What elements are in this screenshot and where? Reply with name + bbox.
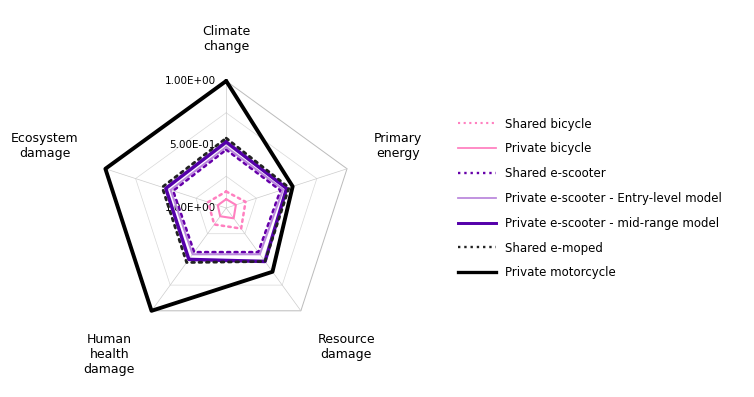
Text: Ecosystem
damage: Ecosystem damage bbox=[11, 132, 79, 160]
Text: Primary
energy: Primary energy bbox=[373, 132, 421, 160]
Text: Climate
change: Climate change bbox=[202, 25, 250, 53]
Text: 1.00E+00: 1.00E+00 bbox=[165, 76, 216, 86]
Text: 1.00E+00: 1.00E+00 bbox=[165, 203, 216, 213]
Text: 5.00E-01: 5.00E-01 bbox=[170, 139, 216, 150]
Legend: Shared bicycle, Private bicycle, Shared e-scooter, Private e-scooter - Entry-lev: Shared bicycle, Private bicycle, Shared … bbox=[452, 112, 728, 285]
Text: Human
health
damage: Human health damage bbox=[84, 333, 135, 376]
Text: Resource
damage: Resource damage bbox=[317, 333, 375, 361]
